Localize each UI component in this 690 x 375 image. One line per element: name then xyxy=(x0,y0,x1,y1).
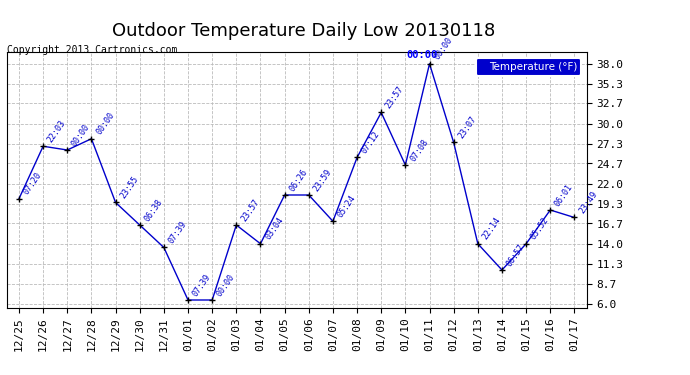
Text: 23:49: 23:49 xyxy=(578,190,599,215)
Text: 03:04: 03:04 xyxy=(264,216,285,242)
Text: 07:08: 07:08 xyxy=(408,137,430,163)
Text: 23:59: 23:59 xyxy=(312,167,333,193)
Text: 00:00: 00:00 xyxy=(95,111,116,136)
Text: Outdoor Temperature Daily Low 20130118: Outdoor Temperature Daily Low 20130118 xyxy=(112,22,495,40)
Text: 07:39: 07:39 xyxy=(167,220,188,245)
Legend: Temperature (°F): Temperature (°F) xyxy=(476,58,581,76)
Text: Copyright 2013 Cartronics.com: Copyright 2013 Cartronics.com xyxy=(7,45,177,55)
Text: 05:52: 05:52 xyxy=(529,216,551,242)
Text: 06:26: 06:26 xyxy=(288,167,309,193)
Text: 23:07: 23:07 xyxy=(457,115,478,140)
Text: 06:57: 06:57 xyxy=(505,242,526,268)
Text: 22:14: 22:14 xyxy=(481,216,502,242)
Text: 22:03: 22:03 xyxy=(46,118,68,144)
Text: 00:00: 00:00 xyxy=(70,122,92,148)
Text: 06:01: 06:01 xyxy=(553,182,575,208)
Text: 05:24: 05:24 xyxy=(336,194,357,219)
Text: 07:12: 07:12 xyxy=(360,130,382,155)
Text: 00:00: 00:00 xyxy=(215,272,237,298)
Text: 23:57: 23:57 xyxy=(384,85,406,110)
Text: 06:38: 06:38 xyxy=(143,197,164,223)
Text: 00:00: 00:00 xyxy=(433,36,454,62)
Text: 07:39: 07:39 xyxy=(191,272,213,298)
Text: 23:55: 23:55 xyxy=(119,175,140,200)
Text: 07:20: 07:20 xyxy=(22,171,43,196)
Text: 23:57: 23:57 xyxy=(239,197,261,223)
Text: 00:00: 00:00 xyxy=(406,50,438,60)
